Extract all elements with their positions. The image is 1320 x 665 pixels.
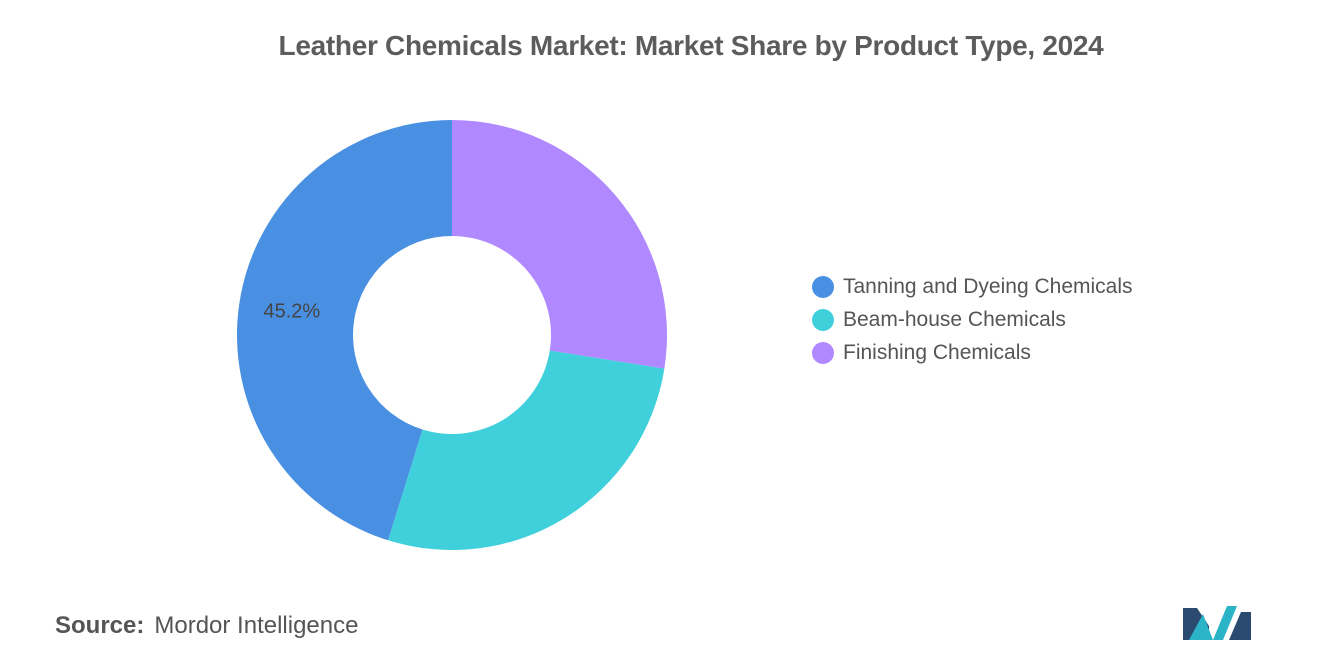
- legend-swatch: [812, 308, 834, 331]
- legend-label: Finishing Chemicals: [843, 340, 1031, 364]
- chart-title: Leather Chemicals Market: Market Share b…: [278, 30, 1104, 61]
- donut-slice-2: [388, 350, 665, 550]
- data-label-1: 45.2%: [263, 301, 320, 323]
- source-label: Source:: [55, 612, 145, 639]
- donut-slice-1: [237, 120, 452, 541]
- legend-label: Tanning and Dyeing Chemicals: [843, 274, 1133, 298]
- legend-label: Beam-house Chemicals: [843, 307, 1066, 331]
- legend-item-3: Finishing Chemicals: [812, 336, 1133, 369]
- source-note: Source: Mordor Intelligence: [55, 612, 358, 640]
- legend-swatch: [812, 275, 834, 298]
- donut-slice-3: [452, 120, 667, 369]
- legend-item-2: Beam-house Chemicals: [812, 303, 1133, 336]
- legend-item-1: Tanning and Dyeing Chemicals: [812, 270, 1133, 303]
- source-text: Mordor Intelligence: [154, 612, 359, 639]
- legend-swatch: [812, 341, 834, 364]
- data-labels: 45.2%: [263, 301, 320, 323]
- chart-legend: Tanning and Dyeing Chemicals Beam-house C…: [812, 270, 1133, 369]
- donut-slices: [237, 120, 667, 550]
- mordor-intelligence-logo-icon: [1183, 606, 1251, 640]
